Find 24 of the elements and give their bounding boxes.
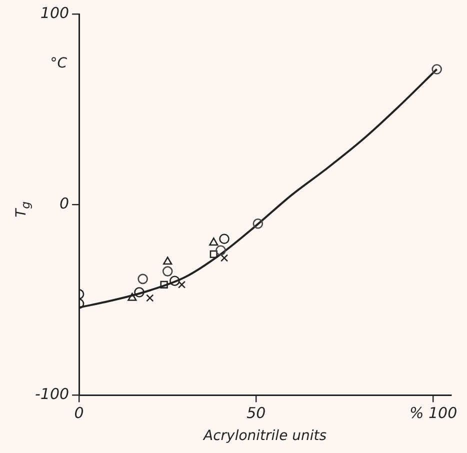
x-tick-label: % 100	[409, 404, 458, 422]
point	[209, 238, 218, 246]
point	[219, 234, 230, 244]
point	[210, 250, 218, 258]
point	[252, 218, 264, 229]
point	[138, 274, 148, 284]
point	[216, 245, 226, 256]
point	[162, 266, 173, 276]
point	[178, 280, 186, 288]
point	[146, 294, 154, 302]
point	[134, 287, 144, 298]
point	[432, 64, 442, 74]
y-tick-label: 100	[40, 4, 70, 22]
point	[220, 254, 228, 262]
x-tick-label: 50	[246, 404, 266, 422]
x-axis-title: Acrylonitrile units	[202, 428, 327, 444]
text: °C	[50, 56, 68, 72]
x-tick-label: 0	[74, 404, 84, 422]
y-tick-label: -100	[34, 385, 70, 404]
point	[160, 280, 168, 288]
point	[128, 292, 137, 301]
point	[163, 256, 172, 265]
point	[170, 276, 180, 286]
y-tick-label: 0	[59, 194, 70, 212]
